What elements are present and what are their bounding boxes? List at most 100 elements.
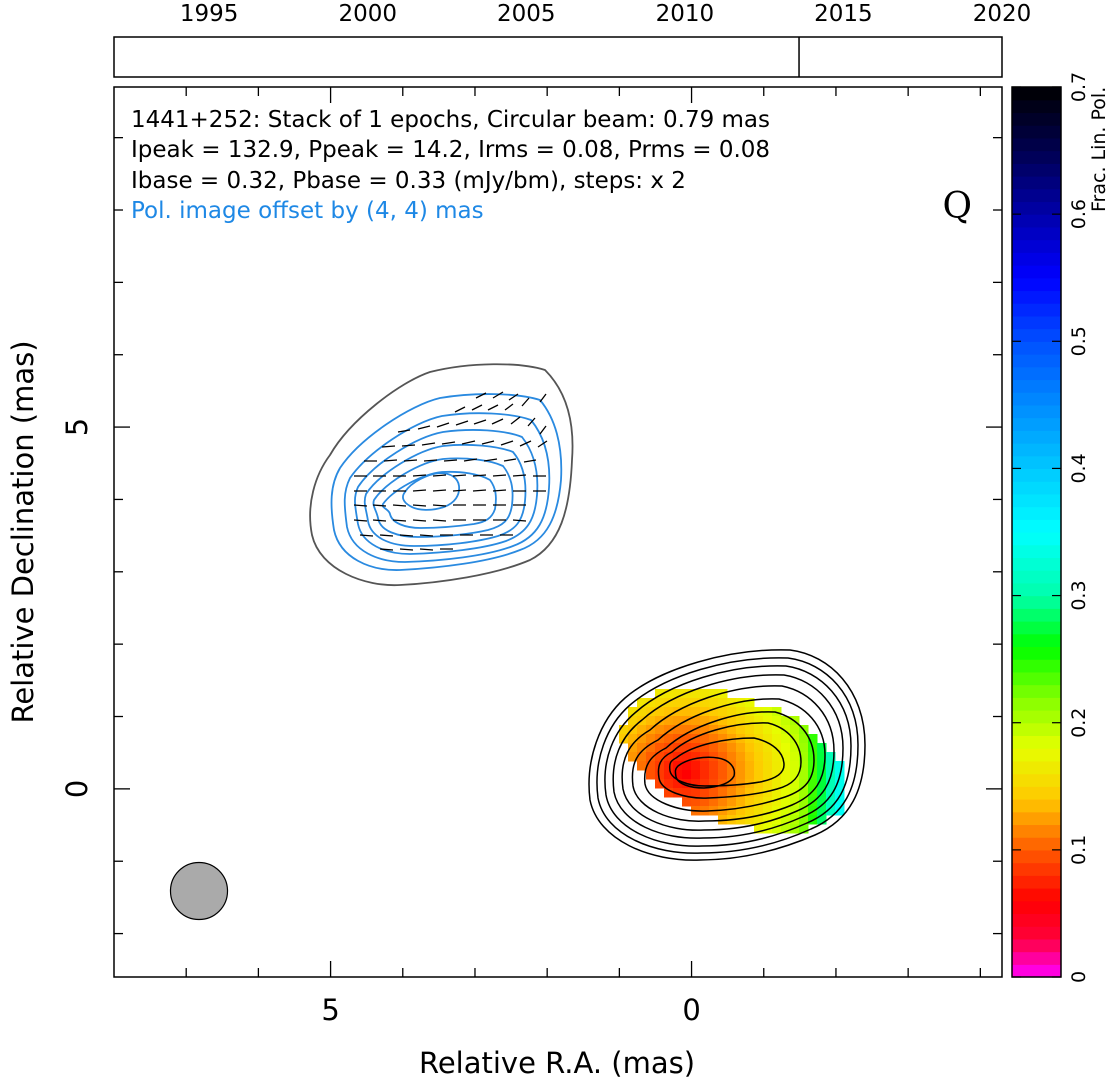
- fracpol-pixel: [682, 761, 692, 771]
- intensity-contour-9: [668, 737, 785, 787]
- fracpol-pixel: [709, 779, 719, 789]
- fracpol-pixel: [646, 770, 656, 780]
- colorbar-cell: [1012, 252, 1061, 266]
- fracpol-pixel: [727, 788, 737, 798]
- colorbar-cell: [1012, 697, 1061, 711]
- colorbar-tick-label: 0.6: [1068, 199, 1090, 229]
- fracpol-pixel: [646, 743, 656, 753]
- fracpol-pixel: [664, 788, 674, 798]
- colorbar-cell: [1012, 125, 1061, 139]
- colorbar-cell: [1012, 404, 1061, 419]
- colorbar-cell: [1012, 799, 1061, 813]
- fracpol-pixel: [835, 806, 845, 816]
- fracpol-pixel: [619, 725, 629, 735]
- fracpol-pixel: [745, 797, 755, 807]
- colorbar-cell: [1012, 430, 1061, 444]
- fracpol-pixel: [718, 797, 728, 807]
- fracpol-pixel: [628, 725, 638, 735]
- fracpol-pixel: [691, 752, 701, 762]
- fracpol-pixel: [691, 770, 701, 780]
- fracpol-pixel: [628, 743, 638, 753]
- evpa-ticks: [353, 391, 548, 551]
- fracpol-pixel: [655, 743, 665, 753]
- colorbar-cell: [1012, 519, 1061, 533]
- fracpol-pixel: [736, 752, 746, 762]
- colorbar-cell: [1012, 226, 1061, 241]
- fracpol-pixel: [691, 788, 701, 798]
- fracpol-pixel: [745, 752, 755, 762]
- fracpol-pixel: [691, 725, 701, 735]
- pol-contour-1: [330, 393, 563, 571]
- colorbar-cell: [1012, 659, 1061, 673]
- x-tick-label: 5: [321, 993, 339, 1027]
- colorbar-cell: [1012, 532, 1061, 546]
- colorbar-cell: [1012, 888, 1061, 902]
- fracpol-pixel: [799, 806, 809, 816]
- fracpol-pixel: [790, 779, 800, 789]
- fracpol-pixel: [691, 734, 701, 744]
- fracpol-pixel: [664, 725, 674, 735]
- colorbar-cell: [1012, 964, 1061, 978]
- fracpol-pixel: [691, 707, 701, 717]
- colorbar-cell: [1012, 366, 1061, 381]
- fracpol-pixel: [772, 815, 782, 825]
- fracpol-pixel: [745, 761, 755, 771]
- annotation-line-1: 1441+252: Stack of 1 epochs, Circular be…: [131, 107, 770, 133]
- fracpol-pixel: [628, 716, 638, 726]
- fracpol-pixel: [799, 743, 809, 753]
- evpa-tick-row-10: [379, 548, 453, 551]
- fracpol-pixel: [682, 707, 692, 717]
- fracpol-pixel: [709, 797, 719, 807]
- fracpol-pixel: [673, 698, 683, 708]
- fracpol-pixel: [826, 806, 836, 816]
- fracpol-pixel: [763, 743, 773, 753]
- fracpol-pixel: [673, 689, 683, 699]
- annotation-line-2: Ipeak = 132.9, Ppeak = 14.2, Irms = 0.08…: [131, 137, 770, 163]
- fracpol-pixel: [817, 806, 827, 816]
- colorbar: 0 0.1 0.2 0.3 0.4 0.5 0.6 0.7 Frac. Lin. Pol.: [1011, 72, 1110, 983]
- fracpol-pixel: [808, 779, 818, 789]
- fracpol-pixel: [646, 698, 656, 708]
- fracpol-pixel: [835, 779, 845, 789]
- colorbar-frame: [1011, 86, 1062, 978]
- colorbar-cell: [1012, 837, 1061, 851]
- fracpol-pixel: [754, 824, 764, 834]
- fracpol-pixel: [736, 797, 746, 807]
- fracpol-pixel: [736, 761, 746, 771]
- fracpol-pixel: [790, 797, 800, 807]
- fracpol-pixel: [709, 707, 719, 717]
- colorbar-cell: [1012, 328, 1061, 342]
- fracpol-pixel: [718, 698, 728, 708]
- fracpol-pixel: [655, 689, 665, 699]
- colorbar-cell: [1012, 582, 1061, 597]
- fracpol-pixel: [718, 779, 728, 789]
- fracpol-pixel: [745, 743, 755, 753]
- fracpol-pixel: [700, 761, 710, 771]
- fracpol-pixel: [763, 716, 773, 726]
- fracpol-pixel: [709, 788, 719, 798]
- fracpol-pixel: [781, 770, 791, 780]
- evpa-tick-row-4: [364, 458, 537, 463]
- fracpol-pixel: [682, 752, 692, 762]
- fracpol-pixel: [754, 752, 764, 762]
- colorbar-cell: [1012, 341, 1061, 355]
- fracpol-pixel: [682, 725, 692, 735]
- fracpol-pixel: [790, 770, 800, 780]
- colorbar-cell: [1012, 786, 1061, 800]
- pol-contour-7: [402, 472, 460, 511]
- colorbar-cell: [1012, 938, 1061, 953]
- evpa-tick-row-7: [353, 504, 526, 507]
- fracpol-pixel: [646, 716, 656, 726]
- colorbar-cell: [1012, 608, 1061, 622]
- fracpol-pixel: [727, 806, 737, 816]
- fracpol-pixel: [718, 743, 728, 753]
- colorbar-cell: [1012, 506, 1061, 520]
- fractional-polarization-map: [619, 689, 845, 834]
- colorbar-cell: [1012, 748, 1061, 762]
- fracpol-pixel: [655, 716, 665, 726]
- fracpol-pixel: [826, 797, 836, 807]
- fracpol-pixel: [691, 779, 701, 789]
- colorbar-cell: [1012, 201, 1061, 215]
- fracpol-pixel: [772, 725, 782, 735]
- fracpol-pixel: [673, 779, 683, 789]
